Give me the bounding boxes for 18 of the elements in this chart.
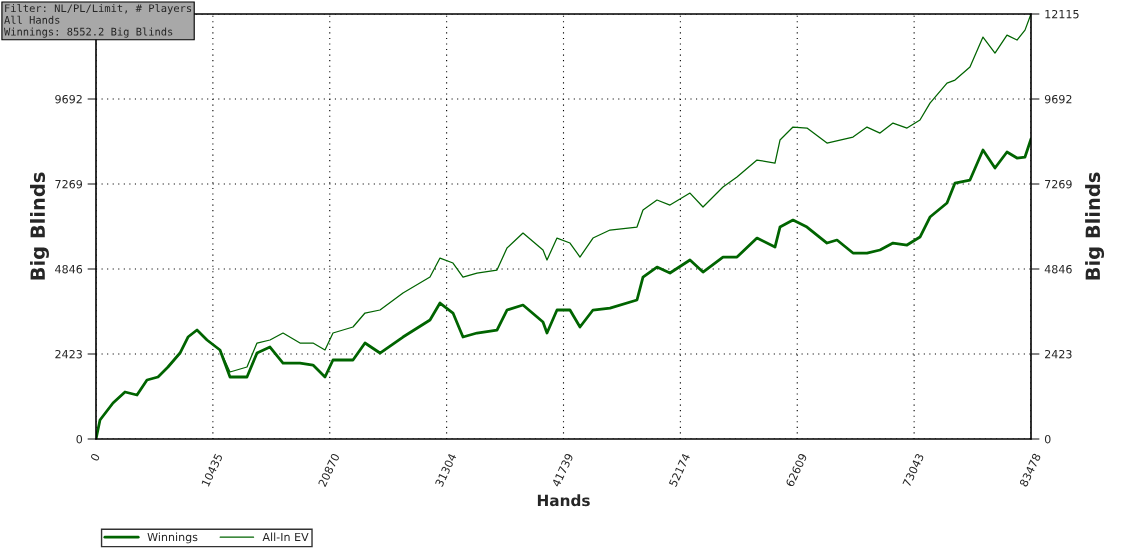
legend-label: All-In EV [262, 532, 309, 542]
y2-tick-label: 7269 [1045, 179, 1072, 189]
y-tick-label: 9692 [55, 94, 82, 104]
y2-tick-label: 2423 [1045, 349, 1072, 359]
y2-tick-label: 9692 [1044, 94, 1072, 104]
x-tick-label: 0 [90, 452, 101, 462]
y-tick-label: 2423 [55, 349, 82, 359]
y2-tick-label: 12115 [1045, 9, 1079, 19]
y-axis-title: Big Blinds [30, 172, 49, 280]
x-axis-title: Hands [537, 494, 590, 507]
y2-tick-label: 4846 [1044, 264, 1072, 274]
y2-axis-title: Big Blinds [1085, 172, 1105, 280]
y2-tick-label: 0 [1044, 434, 1051, 444]
legend-label: Winnings [147, 532, 198, 544]
annotation: Filter: NL/PL/Limit, # Players All Hands Winnings: 8552.2 Big Blinds [4, 4, 192, 38]
y-tick-label: 0 [76, 434, 83, 444]
y-tick-label: 4846 [55, 264, 83, 274]
y-tick-label: 7269 [55, 179, 83, 189]
